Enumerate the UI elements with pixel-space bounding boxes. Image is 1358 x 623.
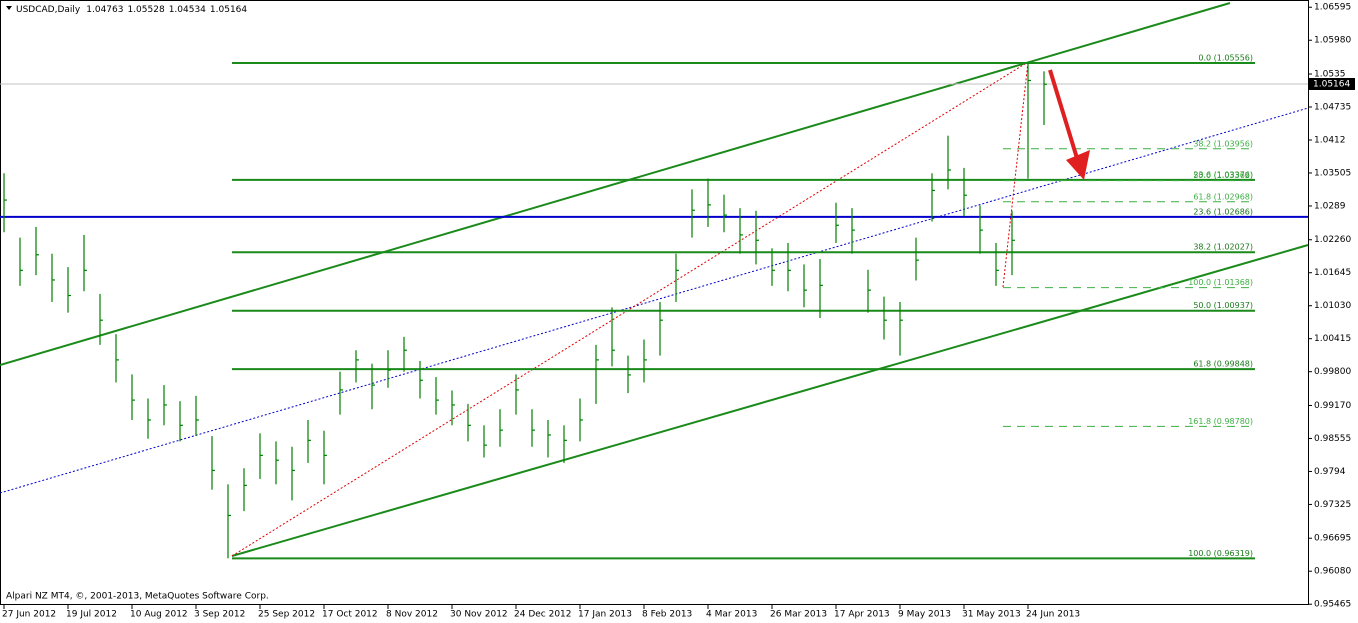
header-high: 1.05528 <box>127 5 164 15</box>
fib-baseline-secondary <box>1002 61 1029 288</box>
last-price-label: 1.05164 <box>1313 79 1350 89</box>
fib-label: 50.0 (1.00937) <box>1193 301 1253 310</box>
x-tick-label: 24 Jun 2013 <box>1026 610 1080 620</box>
y-tick-label: 0.96695 <box>1314 534 1351 544</box>
footer: Alpari NZ MT4, ©, 2001-2013, MetaQuotes … <box>6 592 269 602</box>
y-tick-label: 1.0535 <box>1314 70 1346 80</box>
fib-label: 100.0 (0.96319) <box>1188 549 1253 558</box>
x-tick-label: 27 Jun 2012 <box>2 610 56 620</box>
fib-label: 38.2 (1.02027) <box>1193 243 1253 252</box>
x-tick-label: 31 May 2013 <box>962 610 1021 620</box>
y-tick-label: 0.95465 <box>1314 600 1351 610</box>
y-tick-label: 0.99170 <box>1314 401 1351 411</box>
y-tick-label: 1.0412 <box>1314 135 1346 145</box>
x-tick-label: 17 Jan 2013 <box>578 610 632 620</box>
x-tick-label: 8 Feb 2013 <box>642 610 692 620</box>
arrow-shaft <box>1048 69 1082 169</box>
fib-label: 0.0 (1.05556) <box>1198 53 1253 62</box>
y-tick-label: 1.01030 <box>1314 301 1351 311</box>
fib-label-secondary: 161.8 (0.98780) <box>1188 417 1253 426</box>
header: USDCAD,Daily 1.04763 1.05528 1.04534 1.05164 <box>16 5 247 15</box>
x-tick-label: 4 Mar 2013 <box>706 610 757 620</box>
fib-label: 23.6 (1.03376) <box>1193 170 1253 179</box>
fib-label-secondary: 50.0 (1.03362) <box>1193 171 1253 180</box>
x-tick-label: 30 Nov 2012 <box>450 610 508 620</box>
x-tick-label: 24 Dec 2012 <box>514 610 572 620</box>
plot-frame <box>0 0 1309 605</box>
channel-lower <box>231 244 1309 557</box>
y-tick-label: 1.04735 <box>1314 103 1351 113</box>
x-tick-label: 17 Oct 2012 <box>322 610 378 620</box>
y-tick-label: 0.9794 <box>1314 467 1346 477</box>
blue-trendline <box>0 107 1309 494</box>
arrow-head <box>1066 150 1090 180</box>
fib-label: 61.8 (0.99848) <box>1193 360 1253 369</box>
last-price-box <box>1309 77 1355 90</box>
x-tick-label: 25 Sep 2012 <box>258 610 315 620</box>
header-open: 1.04763 <box>86 5 123 15</box>
fib-label-secondary: 61.8 (1.02968) <box>1193 192 1253 201</box>
fib-label-secondary: 38.2 (1.03956) <box>1193 139 1253 148</box>
symbol: USDCAD,Daily <box>16 5 81 15</box>
fib-baseline-main <box>231 61 1029 557</box>
fib-label-secondary: 100.0 (1.01368) <box>1188 278 1253 287</box>
header-low: 1.04534 <box>169 5 206 15</box>
y-tick-label: 0.98555 <box>1314 434 1351 444</box>
x-tick-label: 17 Apr 2013 <box>834 610 890 620</box>
x-tick-label: 3 Sep 2012 <box>194 610 245 620</box>
y-tick-label: 1.05980 <box>1314 36 1351 46</box>
y-tick-label: 1.01645 <box>1314 268 1351 278</box>
menu-triangle <box>6 6 12 10</box>
header-close: 1.05164 <box>210 5 247 15</box>
y-tick-label: 1.03505 <box>1314 168 1351 178</box>
x-tick-label: 19 Jul 2012 <box>66 610 117 620</box>
y-tick-label: 1.02260 <box>1314 235 1351 245</box>
blue-level-label: 23.6 (1.02686) <box>1193 207 1253 216</box>
y-tick-label: 1.00415 <box>1314 334 1351 344</box>
y-tick-label: 1.06595 <box>1314 3 1351 13</box>
y-tick-label: 1.0289 <box>1314 201 1346 211</box>
x-tick-label: 9 May 2013 <box>898 610 951 620</box>
y-tick-label: 0.99800 <box>1314 367 1351 377</box>
y-tick-label: 0.96080 <box>1314 567 1351 577</box>
x-tick-label: 26 Mar 2013 <box>770 610 827 620</box>
x-tick-label: 10 Aug 2012 <box>130 610 188 620</box>
y-tick-label: 0.97325 <box>1314 500 1351 510</box>
x-tick-label: 8 Nov 2012 <box>386 610 438 620</box>
